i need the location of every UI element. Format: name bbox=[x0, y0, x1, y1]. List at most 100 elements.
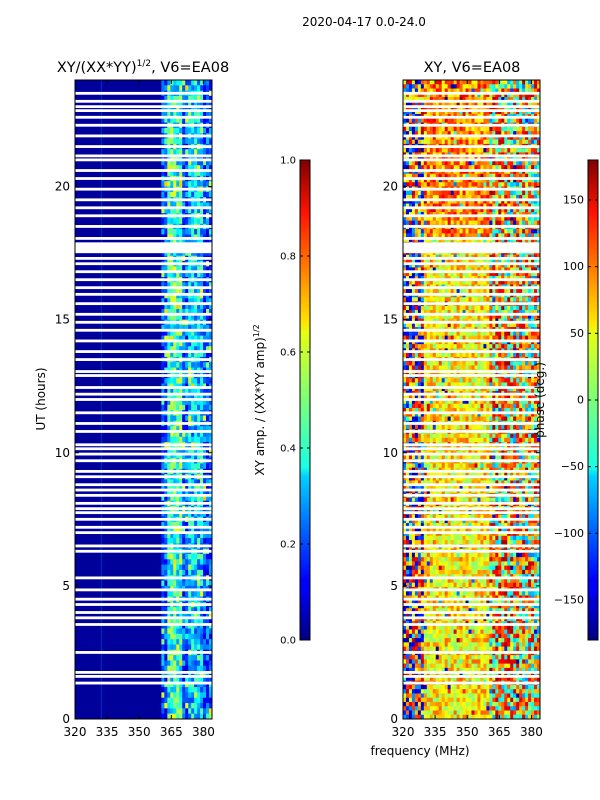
phase-cell bbox=[420, 638, 425, 643]
amplitude-cell bbox=[176, 612, 180, 619]
phase-cell bbox=[453, 207, 458, 213]
phase-cell bbox=[429, 527, 434, 532]
amplitude-cell bbox=[191, 378, 195, 384]
phase-cell bbox=[447, 480, 452, 486]
phase-cell bbox=[429, 237, 434, 243]
amplitude-cell bbox=[170, 484, 174, 491]
phase-cell bbox=[444, 471, 449, 477]
phase-cell bbox=[435, 591, 440, 596]
phase-cell bbox=[429, 297, 434, 302]
amplitude-cell bbox=[167, 681, 171, 688]
phase-cell bbox=[441, 88, 446, 94]
phase-cell bbox=[429, 710, 434, 716]
phase-cell bbox=[408, 454, 413, 460]
amplitude-cell bbox=[203, 346, 207, 352]
amplitude-cell bbox=[179, 655, 183, 661]
amplitude-cell bbox=[197, 170, 201, 177]
phase-cell bbox=[444, 540, 449, 545]
amplitude-cell bbox=[203, 484, 207, 491]
phase-cell bbox=[417, 344, 422, 349]
phase-cell bbox=[441, 638, 446, 643]
phase-cell bbox=[438, 177, 443, 183]
phase-cell bbox=[426, 582, 431, 588]
flagged-row bbox=[75, 616, 212, 620]
amplitude-cell bbox=[194, 293, 198, 299]
phase-cell bbox=[450, 646, 455, 652]
amplitude-cell bbox=[173, 564, 177, 571]
amplitude-cell bbox=[191, 149, 195, 155]
amplitude-cell bbox=[170, 287, 174, 294]
phase-cell bbox=[414, 173, 419, 179]
amplitude-cell bbox=[194, 490, 198, 496]
amplitude-cell bbox=[170, 612, 174, 619]
amplitude-cell bbox=[173, 447, 177, 454]
phase-cell bbox=[429, 97, 434, 102]
phase-cell bbox=[447, 165, 452, 170]
amplitude-cell bbox=[173, 340, 177, 347]
phase-cell bbox=[408, 412, 413, 417]
amplitude-cell bbox=[209, 660, 212, 667]
phase-cell bbox=[408, 126, 413, 132]
amplitude-cell bbox=[176, 111, 180, 118]
amplitude-cell bbox=[203, 681, 207, 688]
amplitude-cell bbox=[185, 207, 189, 214]
phase-cell bbox=[423, 199, 428, 204]
phase-cell bbox=[403, 190, 407, 196]
phase-cell bbox=[408, 173, 413, 179]
phase-cell bbox=[438, 484, 443, 490]
phase-cell bbox=[429, 216, 434, 221]
amplitude-cell bbox=[167, 388, 171, 395]
phase-cell bbox=[420, 672, 425, 677]
amplitude-cell bbox=[173, 250, 177, 257]
phase-cell bbox=[417, 88, 422, 94]
phase-cell bbox=[447, 633, 452, 639]
amplitude-cell bbox=[209, 553, 212, 560]
amplitude-cell bbox=[203, 495, 207, 502]
amplitude-cell bbox=[191, 362, 195, 368]
phase-cell bbox=[450, 476, 455, 481]
phase-cell bbox=[438, 693, 443, 699]
phase-cell bbox=[435, 672, 440, 677]
amplitude-cell bbox=[179, 282, 183, 289]
phase-cell bbox=[429, 425, 434, 430]
amplitude-cell bbox=[179, 703, 183, 709]
phase-cell bbox=[417, 101, 422, 106]
phase-cell bbox=[426, 258, 431, 264]
phase-cell bbox=[450, 663, 455, 669]
amplitude-cell bbox=[167, 287, 171, 294]
phase-cell bbox=[420, 625, 425, 630]
amplitude-cell bbox=[161, 553, 165, 560]
amplitude-cell bbox=[194, 569, 198, 576]
phase-cell bbox=[450, 378, 455, 383]
phase-cell bbox=[423, 437, 428, 443]
phase-cell bbox=[456, 540, 460, 545]
amplitude-cell bbox=[179, 569, 183, 576]
amplitude-cell bbox=[164, 404, 168, 411]
amplitude-cell bbox=[182, 378, 186, 384]
phase-cell bbox=[423, 672, 428, 677]
phase-cell bbox=[417, 399, 422, 405]
phase-cell bbox=[420, 267, 425, 273]
phase-cell bbox=[423, 471, 428, 477]
amplitude-cell bbox=[206, 335, 210, 342]
phase-cell bbox=[444, 335, 449, 341]
amplitude-cell bbox=[161, 532, 165, 539]
phase-cell bbox=[456, 203, 460, 209]
phase-cell bbox=[420, 97, 425, 102]
amplitude-cell bbox=[197, 80, 201, 86]
amplitude-cell bbox=[203, 111, 207, 118]
phase-cell bbox=[420, 310, 425, 315]
amplitude-cell bbox=[206, 388, 210, 395]
phase-cell bbox=[420, 552, 425, 558]
phase-cell bbox=[456, 471, 460, 477]
amplitude-cell bbox=[185, 655, 189, 661]
phase-cell bbox=[426, 603, 431, 609]
phase-cell bbox=[426, 109, 431, 115]
phase-cell bbox=[417, 701, 422, 707]
amplitude-cell bbox=[161, 388, 165, 395]
amplitude-cell bbox=[164, 607, 168, 613]
amplitude-cell bbox=[197, 633, 201, 640]
amplitude-cell bbox=[206, 229, 210, 235]
phase-cell bbox=[429, 207, 434, 213]
amplitude-cell bbox=[194, 532, 198, 539]
